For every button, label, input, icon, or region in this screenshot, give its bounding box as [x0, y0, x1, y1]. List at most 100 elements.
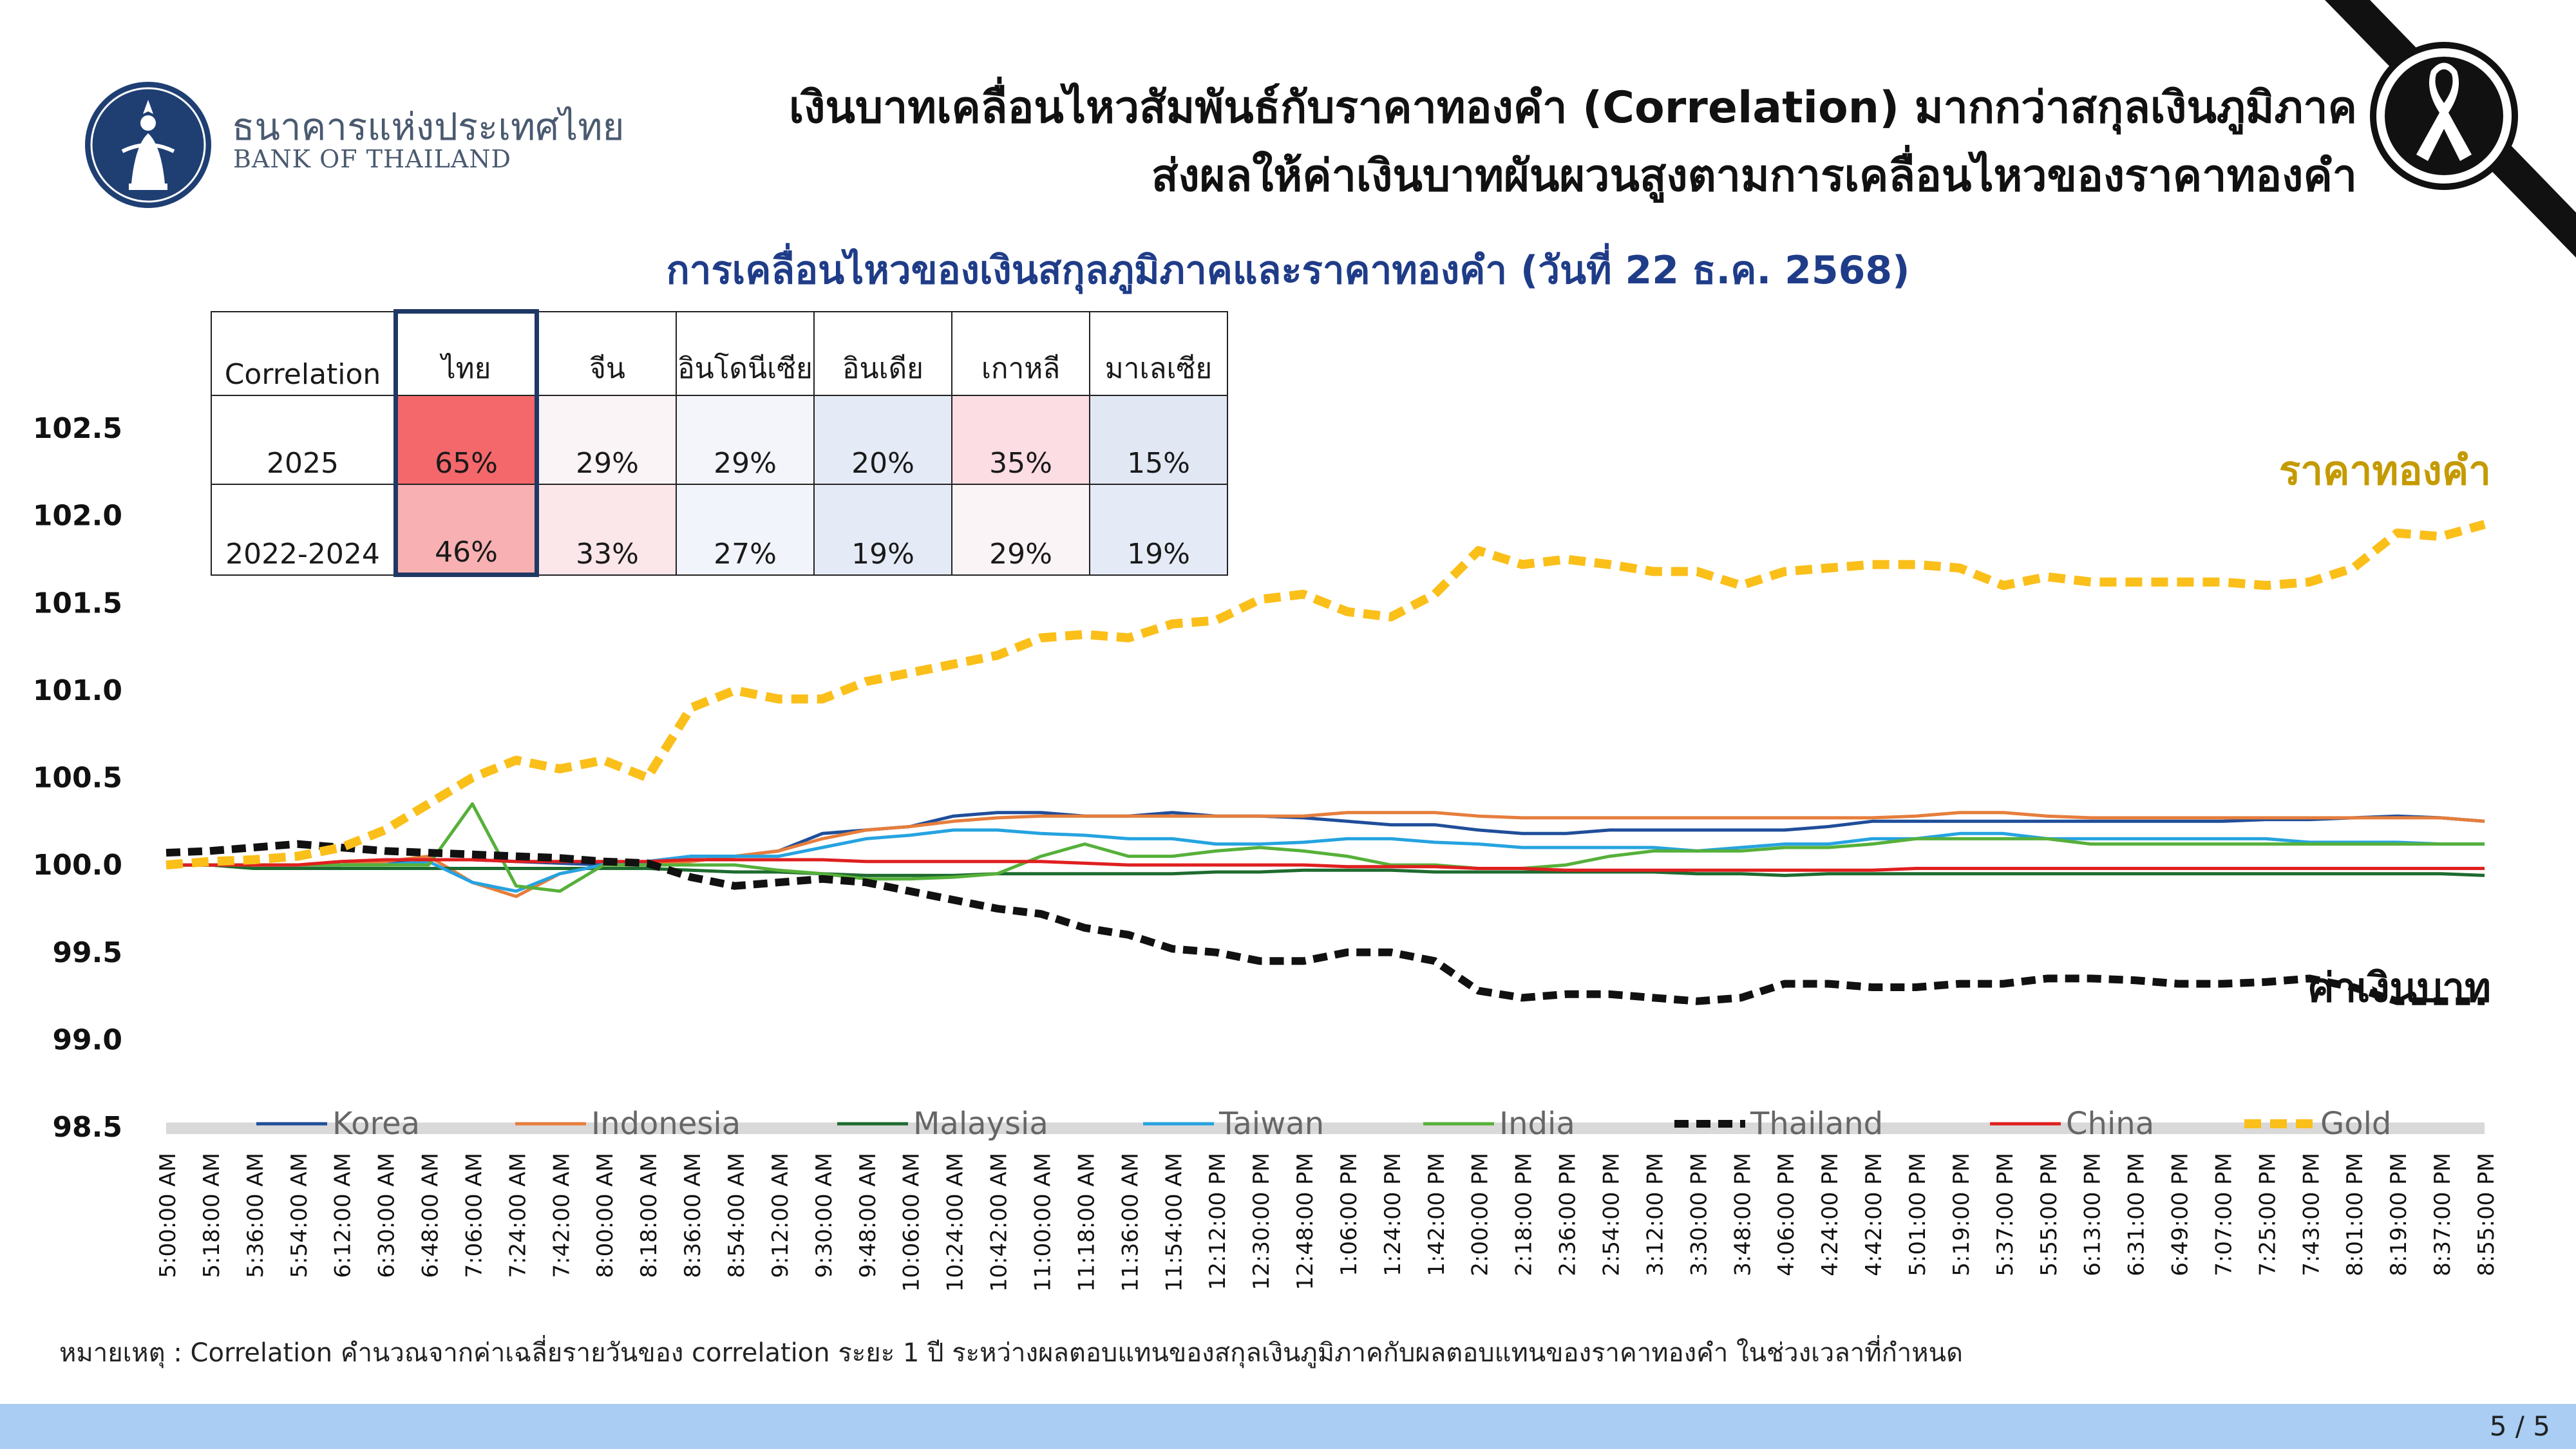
footer-bar [0, 1404, 2576, 1449]
table-cell: 65% [393, 395, 539, 485]
column-header-korea: เกาหลี [951, 310, 1090, 396]
y-tick-label: 101.5 [33, 587, 122, 620]
x-tick-label: 5:37:00 PM [1993, 1153, 2018, 1276]
column-header-india: อินเดีย [813, 310, 952, 396]
x-tick-label: 7:07:00 PM [2211, 1153, 2237, 1276]
legend-label-india: India [1499, 1106, 1575, 1142]
x-tick-label: 8:18:00 AM [636, 1153, 662, 1278]
y-tick-label: 100.5 [33, 762, 122, 795]
x-tick-label: 5:00:00 AM [155, 1153, 181, 1278]
table-cell: 46% [393, 484, 539, 577]
page-title-line-1: เงินบาทเคลื่อนไหวสัมพันธ์กับราคาทองคำ (C… [788, 82, 2357, 133]
x-tick-label: 3:12:00 PM [1642, 1153, 1668, 1276]
column-header-indonesia: อินโดนีเซีย [676, 310, 815, 396]
x-tick-label: 8:19:00 PM [2386, 1153, 2412, 1276]
x-tick-label: 4:06:00 PM [1774, 1153, 1799, 1276]
x-tick-label: 5:36:00 AM [243, 1153, 269, 1278]
x-tick-label: 6:30:00 AM [374, 1153, 400, 1278]
x-tick-label: 1:06:00 PM [1336, 1153, 1362, 1276]
table-cell: 35% [951, 395, 1090, 485]
x-tick-label: 6:13:00 PM [2080, 1153, 2106, 1276]
x-tick-label: 1:24:00 PM [1380, 1153, 1406, 1276]
x-tick-label: 9:12:00 AM [768, 1153, 793, 1278]
legend-label-gold: Gold [2320, 1106, 2391, 1142]
x-tick-label: 7:43:00 PM [2298, 1153, 2324, 1276]
x-tick-label: 7:42:00 AM [549, 1153, 574, 1278]
series-line-india [166, 802, 2485, 893]
table-cell: 29% [676, 395, 815, 485]
x-tick-label: 9:48:00 AM [855, 1153, 881, 1278]
footnote: หมายเหตุ : Correlation คำนวณจากค่าเฉลี่ย… [59, 1338, 1963, 1368]
x-tick-label: 5:19:00 PM [1949, 1153, 1975, 1276]
table-cell: 27% [676, 484, 815, 576]
column-header-malaysia: มาเลเซีย [1089, 310, 1228, 396]
x-tick-label: 7:06:00 AM [461, 1153, 487, 1278]
page-number: 5 / 5 [2489, 1410, 2550, 1442]
legend-label-indonesia: Indonesia [591, 1106, 741, 1142]
x-tick-label: 10:24:00 AM [943, 1153, 969, 1292]
x-tick-label: 6:31:00 PM [2124, 1153, 2150, 1276]
chart-title: การเคลื่อนไหวของเงินสกุลภูมิภาคและราคาทอ… [666, 248, 1910, 293]
y-tick-label: 102.0 [33, 500, 122, 533]
x-tick-label: 2:00:00 PM [1468, 1153, 1493, 1276]
x-tick-label: 9:30:00 AM [811, 1153, 837, 1278]
x-tick-label: 6:48:00 AM [418, 1153, 444, 1278]
x-tick-label: 4:24:00 PM [1817, 1153, 1843, 1276]
x-tick-label: 8:55:00 PM [2474, 1153, 2499, 1276]
legend-label-korea: Korea [332, 1106, 420, 1142]
table-corner-label: Correlation [211, 310, 397, 396]
x-tick-label: 8:37:00 PM [2430, 1153, 2456, 1276]
black-ribbon-icon [2325, 0, 2576, 258]
y-tick-label: 102.5 [33, 412, 122, 445]
series-line-thailand [166, 840, 2485, 1005]
x-tick-label: 11:36:00 AM [1117, 1153, 1143, 1292]
legend-label-malaysia: Malaysia [913, 1106, 1048, 1142]
x-tick-label: 6:49:00 PM [2168, 1153, 2193, 1276]
x-tick-label: 4:42:00 PM [1861, 1153, 1887, 1276]
y-tick-label: 101.0 [33, 674, 122, 707]
table-cell: 20% [813, 395, 952, 485]
table-header-row: Correlation ไทย จีน อินโดนีเซีย อินเดีย … [211, 309, 1228, 396]
series-line-gold [166, 520, 2486, 870]
gold-price-annotation: ราคาทองคำ [2279, 447, 2491, 494]
x-tick-label: 2:18:00 PM [1511, 1153, 1537, 1276]
x-tick-label: 11:00:00 AM [1030, 1153, 1056, 1292]
y-tick-label: 100.0 [33, 849, 122, 882]
x-tick-label: 11:18:00 AM [1074, 1153, 1099, 1292]
series-line-taiwan [166, 828, 2485, 893]
bank-of-thailand-seal-icon [85, 82, 211, 208]
bank-name-english: BANK OF THAILAND [233, 145, 512, 173]
x-tick-label: 2:54:00 PM [1599, 1153, 1625, 1276]
column-header-china: จีน [536, 310, 677, 396]
x-tick-label: 5:55:00 PM [2036, 1153, 2062, 1276]
x-tick-label: 1:42:00 PM [1424, 1153, 1450, 1276]
legend-label-thailand: Thailand [1750, 1106, 1883, 1142]
series-line-china [166, 858, 2485, 872]
table-cell: 19% [813, 484, 952, 576]
x-tick-label: 7:24:00 AM [505, 1153, 531, 1278]
x-tick-label: 12:12:00 PM [1205, 1153, 1231, 1290]
page-title-line-2: ส่งผลให้ค่าเงินบาทผันผวนสูงตามการเคลื่อน… [1151, 151, 2357, 202]
column-header-thai: ไทย [393, 309, 539, 396]
row-label: 2022-2024 [211, 484, 397, 576]
x-tick-label: 8:36:00 AM [680, 1153, 706, 1278]
x-tick-label: 10:42:00 AM [987, 1153, 1012, 1292]
correlation-table: Correlation ไทย จีน อินโดนีเซีย อินเดีย … [211, 309, 1228, 577]
series-line-malaysia [166, 863, 2485, 877]
table-row: 2022-2024 46% 33% 27% 19% 29% 19% [211, 484, 1228, 577]
x-tick-label: 7:25:00 PM [2255, 1153, 2280, 1276]
x-tick-label: 2:36:00 PM [1555, 1153, 1581, 1276]
x-tick-label: 5:54:00 AM [287, 1153, 312, 1278]
table-cell: 29% [536, 395, 677, 485]
y-tick-label: 99.0 [52, 1023, 122, 1056]
bank-name-thai: ธนาคารแห่งประเทศไทย [232, 105, 625, 149]
legend-label-china: China [2066, 1106, 2154, 1142]
x-tick-label: 5:01:00 PM [1905, 1153, 1931, 1276]
table-cell: 15% [1089, 395, 1228, 485]
x-tick-label: 10:06:00 AM [899, 1153, 925, 1292]
table-row: 2025 65% 29% 29% 20% 35% 15% [211, 395, 1228, 485]
table-cell: 29% [951, 484, 1090, 576]
row-label: 2025 [211, 395, 397, 485]
x-tick-label: 5:18:00 AM [199, 1153, 225, 1278]
